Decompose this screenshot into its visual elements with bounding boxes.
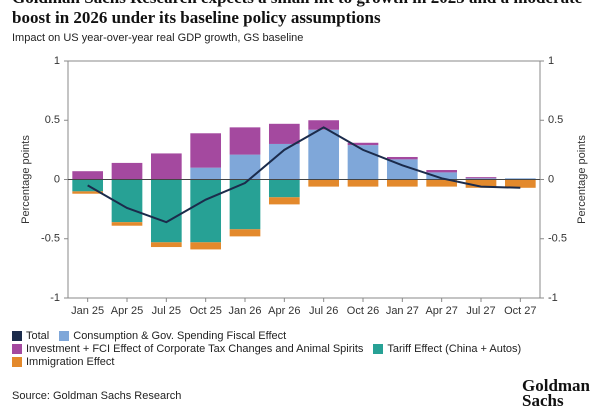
bar-segment — [111, 179, 143, 223]
bar-segment — [308, 120, 340, 130]
bar-segment — [150, 179, 182, 243]
y2-tick-label: 1 — [548, 55, 554, 67]
x-tick-label: Oct 26 — [347, 305, 379, 317]
y2-tick-label: -1 — [548, 292, 558, 304]
x-tick-label: Apr 27 — [425, 305, 457, 317]
chart-subtitle: Impact on US year-over-year real GDP gro… — [12, 32, 304, 44]
bar-segment — [504, 178, 536, 180]
x-tick-label: Oct 25 — [189, 305, 221, 317]
bar-segment — [111, 162, 143, 180]
y2-tick-label: -0.5 — [548, 233, 567, 245]
bar-segment — [229, 127, 261, 155]
x-tick-label: Apr 26 — [268, 305, 300, 317]
bar-segment — [111, 222, 143, 226]
legend-label: Total — [26, 330, 50, 342]
bar-segment — [426, 170, 458, 173]
bar-segment — [426, 172, 458, 180]
y-axis-label: Percentage points — [20, 135, 32, 224]
bar-segment — [150, 153, 182, 180]
bar-segment — [426, 179, 458, 187]
bar-segment — [308, 179, 340, 187]
legend-label: Investment + FCI Effect of Corporate Tax… — [26, 343, 364, 355]
legend-swatch — [12, 331, 22, 341]
legend-item: Immigration Effect — [12, 356, 114, 368]
chart: -1 -0.5 0 0.5 1 -1 -0.5 0 0.5 1 Percentage points P… — [20, 55, 588, 317]
bar-segment — [229, 229, 261, 237]
legend-item: Investment + FCI Effect of Corporate Tax… — [12, 343, 363, 355]
y-tick-label: 0 — [54, 173, 60, 185]
x-tick-label: Jul 25 — [152, 305, 181, 317]
legend: Total Consumption & Gov. Spending Fiscal … — [12, 330, 552, 368]
bar-segment — [190, 179, 222, 243]
y-tick-label: 0.5 — [45, 114, 60, 126]
legend-item: Tariff Effect (China + Autos) — [373, 343, 521, 355]
y-tick-label: -0.5 — [41, 233, 60, 245]
legend-label: Tariff Effect (China + Autos) — [387, 343, 522, 355]
y-tick-label: -1 — [50, 292, 60, 304]
source: Source: Goldman Sachs Research — [12, 390, 182, 402]
bar-segment — [72, 191, 104, 194]
bar-segment — [386, 156, 418, 160]
bar-segment — [465, 178, 497, 180]
bar-segment — [386, 179, 418, 187]
bar-segment — [190, 167, 222, 180]
bar-segment — [465, 177, 497, 179]
bar-segment — [268, 179, 300, 198]
page: Goldman Sachs Research expects a small h… — [12, 0, 591, 409]
x-tick-label: Jan 27 — [386, 305, 419, 317]
legend-item: Total — [12, 330, 49, 342]
x-tick-label: Apr 25 — [111, 305, 143, 317]
legend-label: Consumption & Gov. Spending Fiscal Effec… — [73, 330, 287, 342]
y-tick-label: 1 — [54, 55, 60, 67]
bar-segment — [268, 197, 300, 205]
bar-segment — [308, 129, 340, 180]
legend-label: Immigration Effect — [26, 356, 115, 368]
y2-tick-label: 0 — [548, 173, 554, 185]
bar-segment — [347, 179, 379, 187]
bar-segment — [150, 242, 182, 248]
legend-swatch — [59, 331, 70, 341]
bar-segment — [386, 159, 418, 180]
y2-tick-label: 0.5 — [548, 114, 563, 126]
bar-segment — [504, 179, 536, 188]
x-tick-label: Jan 26 — [228, 305, 261, 317]
bar-segment — [268, 123, 300, 144]
bar-segment — [347, 142, 379, 146]
x-tick-label: Jul 26 — [309, 305, 338, 317]
legend-swatch — [12, 344, 22, 354]
total-line — [87, 126, 521, 224]
legend-swatch — [373, 344, 384, 354]
bar-segment — [190, 133, 222, 168]
legend-item: Consumption & Gov. Spending Fiscal Effec… — [59, 330, 286, 342]
bar-segment — [72, 171, 104, 180]
bar-segment — [465, 179, 497, 188]
x-tick-label: Jan 25 — [71, 305, 104, 317]
x-tick-label: Oct 27 — [504, 305, 536, 317]
y2-axis-label: Percentage points — [576, 135, 588, 224]
x-tick-label: Jul 27 — [466, 305, 495, 317]
legend-swatch — [12, 357, 22, 367]
bar-segment — [229, 154, 261, 180]
bar-segment — [190, 242, 222, 250]
logo: Goldman Sachs — [522, 376, 591, 410]
chart-title: Goldman Sachs Research expects a small h… — [12, 0, 582, 27]
